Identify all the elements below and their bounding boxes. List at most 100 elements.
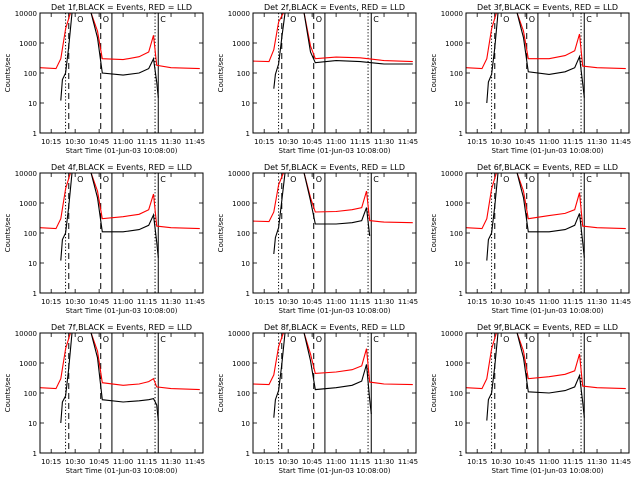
series-lld-line (40, 173, 200, 230)
x-tick-label: 11:00 (326, 298, 346, 306)
y-tick-label: 10000 (15, 330, 37, 338)
marker-label: O (529, 15, 535, 24)
series-lld-line (253, 173, 413, 224)
series-events-line (273, 333, 372, 418)
y-tick-label: 100 (24, 70, 37, 78)
x-tick-label: 11:00 (539, 458, 559, 466)
y-tick-label: 1 (459, 290, 463, 298)
marker-label: O (529, 335, 535, 344)
x-tick-label: 10:15 (254, 458, 274, 466)
chart-panel-7: Det 7f,BLACK = Events, RED = LLD 1 10 100 10… (4, 323, 205, 475)
x-tick-label: 10:15 (41, 298, 61, 306)
series-lld-line (253, 333, 413, 386)
marker-label: C (586, 15, 592, 24)
y-tick-label: 1000 (445, 40, 463, 48)
x-tick-label: 11:45 (611, 458, 631, 466)
chart-title: Det 2f,BLACK = Events, RED = LLD (264, 3, 405, 12)
marker-label: O (103, 175, 109, 184)
x-tick-label: 11:45 (611, 138, 631, 146)
marker-label: O (529, 175, 535, 184)
chart-title: Det 5f,BLACK = Events, RED = LLD (264, 163, 405, 172)
y-tick-label: 1000 (232, 40, 250, 48)
marker-label: O (316, 335, 322, 344)
x-tick-label: 11:30 (587, 298, 607, 306)
y-axis-label: Counts/sec (430, 214, 438, 253)
x-tick-label: 10:30 (65, 298, 85, 306)
y-axis-label: Counts/sec (217, 214, 225, 253)
marker-label: O (77, 335, 83, 344)
y-tick-label: 1000 (232, 200, 250, 208)
x-axis-label: Start Time (01-Jun-03 10:08:00) (66, 147, 178, 155)
y-tick-label: 1000 (445, 200, 463, 208)
series-events-line (60, 173, 159, 261)
x-tick-label: 11:30 (161, 458, 181, 466)
marker-label: O (77, 175, 83, 184)
y-tick-label: 10 (241, 100, 250, 108)
x-tick-label: 11:00 (326, 138, 346, 146)
x-tick-label: 11:15 (137, 138, 157, 146)
plot-frame (465, 332, 630, 454)
y-tick-label: 1 (459, 450, 463, 458)
y-tick-label: 10 (28, 100, 37, 108)
x-axis-label: Start Time (01-Jun-03 10:08:00) (66, 307, 178, 315)
x-tick-label: 10:15 (254, 138, 274, 146)
x-tick-label: 11:15 (350, 298, 370, 306)
x-tick-label: 11:30 (374, 138, 394, 146)
y-tick-label: 10 (241, 260, 250, 268)
x-tick-label: 11:15 (350, 458, 370, 466)
x-tick-label: 10:45 (515, 298, 535, 306)
x-tick-label: 11:15 (563, 138, 583, 146)
y-tick-label: 10000 (228, 170, 250, 178)
chart-panel-9: Det 9f,BLACK = Events, RED = LLD 1 10 100 10… (430, 323, 631, 475)
chart-panel-2: Det 2f,BLACK = Events, RED = LLD 1 10 100 10… (217, 3, 418, 155)
series-events-line (486, 13, 585, 104)
y-axis-label: Counts/sec (430, 374, 438, 413)
series-events-line (486, 333, 585, 421)
x-tick-label: 10:15 (254, 298, 274, 306)
x-tick-label: 11:00 (113, 138, 133, 146)
y-tick-label: 10 (241, 420, 250, 428)
plot-frame (39, 12, 204, 134)
y-tick-label: 10 (28, 420, 37, 428)
marker-label: O (290, 175, 296, 184)
chart-panel-8: Det 8f,BLACK = Events, RED = LLD 1 10 100 10… (217, 323, 418, 475)
series-lld-line (40, 13, 200, 70)
chart-title: Det 7f,BLACK = Events, RED = LLD (51, 323, 192, 332)
plot-frame (465, 172, 630, 294)
y-tick-label: 100 (24, 390, 37, 398)
x-tick-label: 10:15 (41, 458, 61, 466)
series-events-line (486, 173, 585, 261)
x-tick-label: 11:00 (113, 458, 133, 466)
x-tick-label: 10:45 (89, 458, 109, 466)
y-tick-label: 10000 (228, 10, 250, 18)
marker-label: O (316, 15, 322, 24)
x-tick-label: 10:30 (278, 298, 298, 306)
y-axis-label: Counts/sec (430, 54, 438, 93)
y-tick-label: 1 (33, 450, 37, 458)
series-lld-line (466, 13, 626, 70)
chart-title: Det 8f,BLACK = Events, RED = LLD (264, 323, 405, 332)
series-events-line (273, 173, 371, 255)
marker-label: O (316, 175, 322, 184)
y-tick-label: 1 (33, 290, 37, 298)
y-tick-label: 100 (237, 70, 250, 78)
marker-label: C (586, 335, 592, 344)
marker-label: O (103, 15, 109, 24)
y-tick-label: 10 (28, 260, 37, 268)
x-tick-label: 11:45 (185, 138, 205, 146)
x-tick-label: 11:30 (374, 298, 394, 306)
marker-label: O (77, 15, 83, 24)
x-tick-label: 10:45 (302, 138, 322, 146)
x-tick-label: 11:45 (611, 298, 631, 306)
y-tick-label: 10 (454, 100, 463, 108)
y-tick-label: 1000 (445, 360, 463, 368)
x-tick-label: 10:30 (65, 458, 85, 466)
chart-panel-4: Det 4f,BLACK = Events, RED = LLD 1 10 100 10… (4, 163, 205, 315)
x-tick-label: 10:45 (302, 298, 322, 306)
y-tick-label: 1 (246, 450, 250, 458)
x-tick-label: 11:15 (350, 138, 370, 146)
x-tick-label: 10:15 (467, 298, 487, 306)
marker-label: C (160, 175, 166, 184)
x-tick-label: 11:30 (374, 458, 394, 466)
